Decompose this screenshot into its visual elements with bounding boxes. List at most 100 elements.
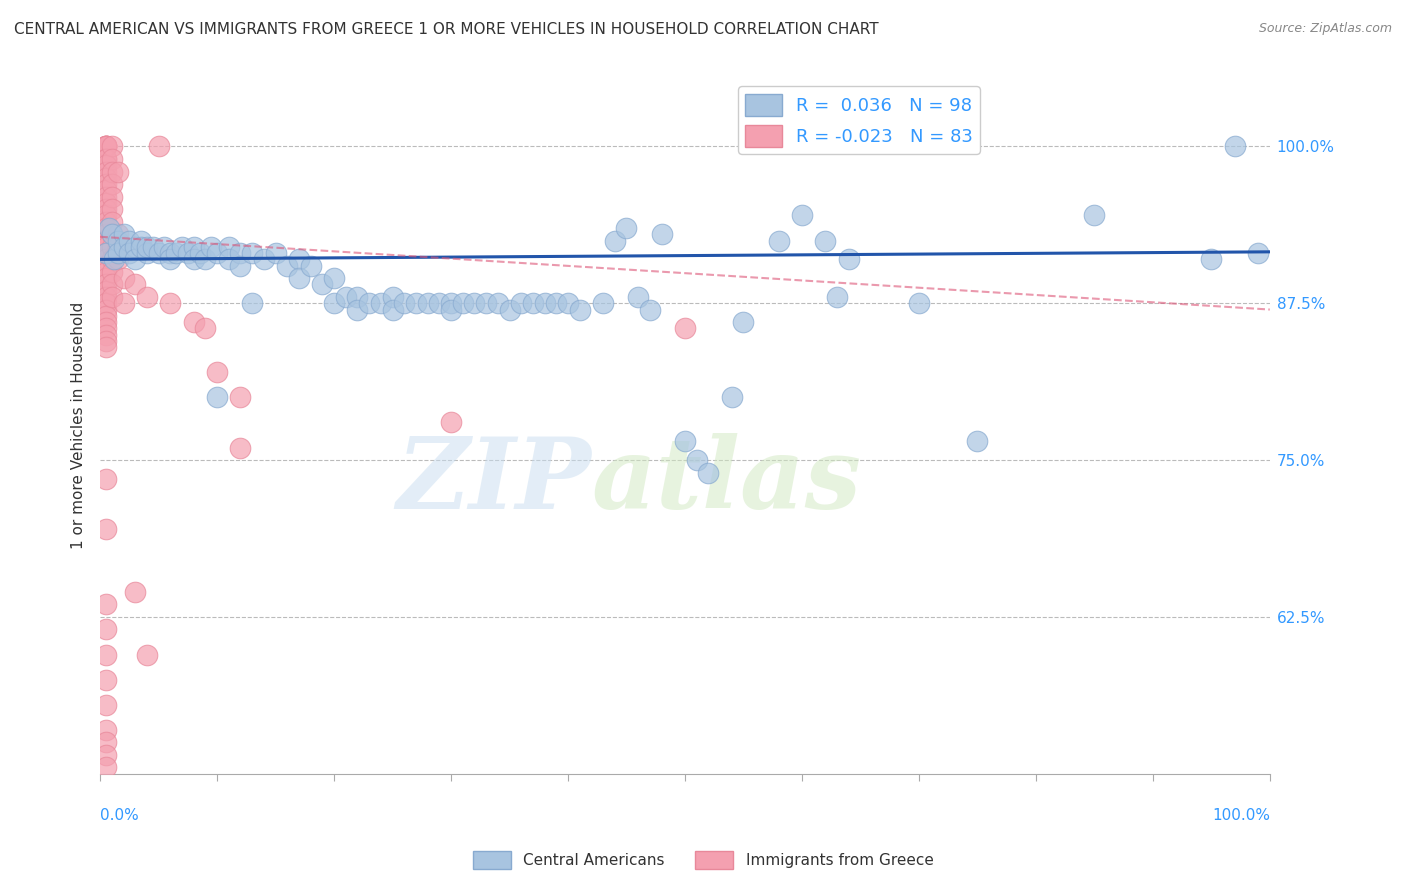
Point <box>103 252 125 267</box>
Point <box>768 234 790 248</box>
Point <box>94 139 117 153</box>
Point <box>94 522 117 536</box>
Point <box>685 453 707 467</box>
Point <box>218 252 240 267</box>
Point <box>568 302 591 317</box>
Point <box>107 164 129 178</box>
Point <box>790 209 813 223</box>
Point <box>94 139 117 153</box>
Point <box>440 302 463 317</box>
Point <box>825 290 848 304</box>
Point <box>101 290 124 304</box>
Text: 0.0%: 0.0% <box>100 808 139 823</box>
Point <box>107 246 129 260</box>
Point <box>94 189 117 203</box>
Point <box>94 240 117 254</box>
Point <box>101 177 124 191</box>
Point <box>148 246 170 260</box>
Point <box>101 139 124 153</box>
Point <box>101 227 124 242</box>
Point <box>129 234 152 248</box>
Point <box>94 648 117 662</box>
Point <box>135 240 157 254</box>
Point <box>129 240 152 254</box>
Point <box>94 302 117 317</box>
Point <box>486 296 509 310</box>
Point <box>733 315 755 329</box>
Point <box>264 246 287 260</box>
Point <box>94 334 117 348</box>
Point <box>94 259 117 273</box>
Point <box>616 221 638 235</box>
Point <box>335 290 357 304</box>
Point <box>94 252 117 267</box>
Point <box>205 390 228 404</box>
Point <box>94 673 117 687</box>
Point <box>1247 246 1270 260</box>
Point <box>522 296 544 310</box>
Point <box>124 252 146 267</box>
Point <box>101 189 124 203</box>
Point <box>673 321 696 335</box>
Point <box>94 309 117 323</box>
Point <box>346 302 368 317</box>
Point <box>101 240 124 254</box>
Point <box>475 296 498 310</box>
Point <box>94 735 117 749</box>
Point <box>323 271 346 285</box>
Point <box>651 227 673 242</box>
Point <box>205 365 228 379</box>
Text: 100.0%: 100.0% <box>1212 808 1270 823</box>
Point <box>370 296 392 310</box>
Point <box>1223 139 1246 153</box>
Point <box>1201 252 1223 267</box>
Text: Source: ZipAtlas.com: Source: ZipAtlas.com <box>1258 22 1392 36</box>
Point <box>170 240 193 254</box>
Point <box>94 152 117 166</box>
Point <box>94 215 117 229</box>
Point <box>814 234 837 248</box>
Point <box>94 227 117 242</box>
Point <box>673 434 696 449</box>
Point <box>288 271 311 285</box>
Point <box>276 259 298 273</box>
Point <box>94 290 117 304</box>
Point <box>498 302 520 317</box>
Point <box>299 259 322 273</box>
Point <box>94 271 117 285</box>
Point <box>183 252 205 267</box>
Point <box>101 227 124 242</box>
Point <box>240 246 263 260</box>
Point <box>112 296 135 310</box>
Point <box>205 246 228 260</box>
Point <box>94 265 117 279</box>
Point <box>838 252 860 267</box>
Point <box>135 290 157 304</box>
Point <box>94 327 117 342</box>
Point <box>94 202 117 217</box>
Point <box>603 234 626 248</box>
Point <box>346 290 368 304</box>
Point <box>94 321 117 335</box>
Point <box>124 584 146 599</box>
Point <box>218 240 240 254</box>
Point <box>405 296 427 310</box>
Point <box>533 296 555 310</box>
Point <box>107 240 129 254</box>
Point <box>135 648 157 662</box>
Point <box>94 177 117 191</box>
Point <box>94 623 117 637</box>
Point <box>627 290 650 304</box>
Point <box>159 252 181 267</box>
Point <box>112 271 135 285</box>
Point <box>94 760 117 774</box>
Point <box>188 246 211 260</box>
Point <box>311 277 333 292</box>
Point <box>118 246 141 260</box>
Point <box>94 246 117 260</box>
Text: ZIP: ZIP <box>396 433 592 530</box>
Point <box>288 252 311 267</box>
Legend: Central Americans, Immigrants from Greece: Central Americans, Immigrants from Greec… <box>467 845 939 875</box>
Point <box>159 296 181 310</box>
Point <box>112 240 135 254</box>
